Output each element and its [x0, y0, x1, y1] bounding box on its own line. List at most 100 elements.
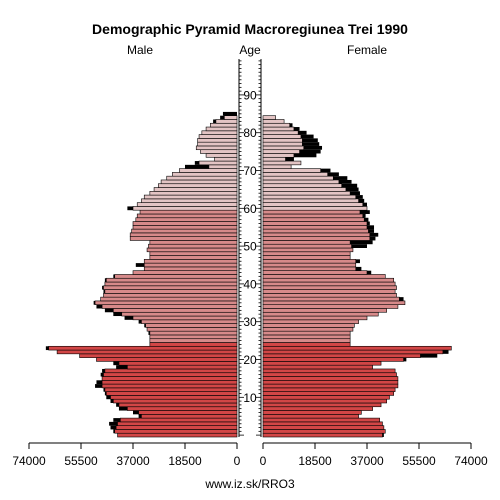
male-bar	[117, 421, 238, 426]
female-bar	[262, 315, 368, 321]
male-bar	[149, 251, 238, 256]
male-surplus-bar	[118, 406, 128, 411]
male-bar	[101, 304, 238, 309]
male-surplus-bar	[103, 289, 105, 294]
male-header: Male	[127, 43, 153, 57]
female-bar	[262, 126, 295, 132]
female-bar	[262, 368, 396, 374]
female-bar	[262, 300, 406, 306]
male-bar	[48, 345, 238, 351]
female-bar	[262, 398, 387, 404]
female-bar	[262, 361, 382, 366]
male-bar	[205, 153, 238, 158]
male-bar	[141, 198, 238, 203]
male-bar	[138, 410, 238, 415]
female-surplus-bar	[355, 266, 362, 271]
male-bar	[153, 187, 238, 192]
female-bar	[262, 425, 385, 430]
male-bar	[100, 296, 238, 302]
female-surplus-bar	[367, 225, 375, 230]
male-bar	[118, 361, 238, 366]
male-bar	[149, 255, 238, 260]
male-bar	[127, 364, 238, 370]
male-bar	[135, 217, 238, 222]
male-bar	[141, 414, 238, 419]
female-bar	[262, 255, 351, 260]
male-bar	[56, 349, 238, 355]
age-tick-label: 50	[243, 240, 257, 254]
male-bar	[129, 236, 238, 241]
footer-url: www.iz.sk/RRO3	[204, 477, 295, 491]
male-bar	[149, 338, 238, 343]
female-bar	[262, 406, 373, 411]
female-surplus-bar	[351, 244, 367, 248]
age-tick-label: 80	[243, 126, 257, 140]
male-bar	[127, 406, 238, 411]
male-bar	[101, 379, 238, 385]
male-bar	[148, 243, 238, 249]
male-surplus-bar	[95, 384, 103, 388]
female-bar	[262, 145, 305, 151]
male-bar	[120, 417, 238, 423]
male-surplus-bar	[109, 421, 118, 426]
female-surplus-bar	[362, 213, 366, 218]
female-surplus-bar	[285, 157, 294, 162]
female-surplus-bar	[403, 357, 407, 362]
female-bar	[262, 342, 351, 347]
male-bar	[104, 289, 238, 294]
male-x-tick-label: 37000	[116, 454, 150, 468]
male-bar	[141, 319, 238, 324]
male-bar	[132, 225, 238, 230]
female-bar	[262, 251, 351, 256]
female-surplus-bar	[300, 134, 314, 139]
female-bar	[262, 357, 404, 362]
male-bar	[104, 387, 238, 392]
female-bar	[262, 122, 291, 128]
female-bar	[262, 270, 368, 275]
male-bar	[179, 168, 238, 173]
male-bar	[224, 115, 238, 120]
age-header: Age	[239, 43, 261, 57]
female-bar	[262, 179, 340, 185]
male-surplus-bar	[135, 263, 145, 267]
female-bar	[262, 289, 396, 294]
female-bar	[262, 187, 347, 192]
female-surplus-bar	[367, 270, 372, 275]
female-surplus-bar	[369, 232, 379, 237]
female-bar	[262, 217, 365, 222]
female-surplus-bar	[320, 168, 331, 173]
male-surplus-bar	[110, 399, 114, 403]
female-bar	[262, 281, 396, 287]
female-bar	[262, 206, 368, 211]
female-surplus-bar	[362, 202, 367, 207]
female-surplus-bar	[358, 198, 365, 203]
male-bar	[101, 383, 238, 389]
male-surplus-bar	[127, 206, 133, 211]
female-bar	[262, 156, 286, 162]
male-bar	[113, 308, 238, 313]
female-bar	[262, 172, 328, 177]
female-surplus-bar	[293, 153, 317, 158]
male-bar	[215, 119, 238, 124]
male-bar	[103, 285, 238, 290]
male-bar	[209, 122, 238, 128]
male-bars	[45, 111, 238, 438]
male-surplus-bar	[220, 115, 225, 120]
male-x-tick-label: 0	[234, 454, 241, 468]
male-surplus-bar	[106, 395, 111, 400]
female-surplus-bar	[355, 259, 360, 264]
female-bar	[262, 327, 354, 332]
male-bar	[149, 330, 238, 336]
male-bar	[79, 353, 238, 358]
male-bar	[198, 134, 238, 139]
female-x-tick-label: 74000	[454, 454, 488, 468]
female-bar	[262, 293, 397, 298]
male-bar	[101, 376, 238, 381]
female-bar	[262, 213, 364, 219]
female-bar	[262, 160, 302, 166]
male-bar	[166, 175, 238, 181]
chart-title: Demographic Pyramid Macroregiunea Trei 1…	[92, 21, 408, 37]
male-bar	[149, 342, 238, 347]
male-surplus-bar	[185, 164, 209, 169]
female-surplus-bar	[420, 353, 438, 358]
